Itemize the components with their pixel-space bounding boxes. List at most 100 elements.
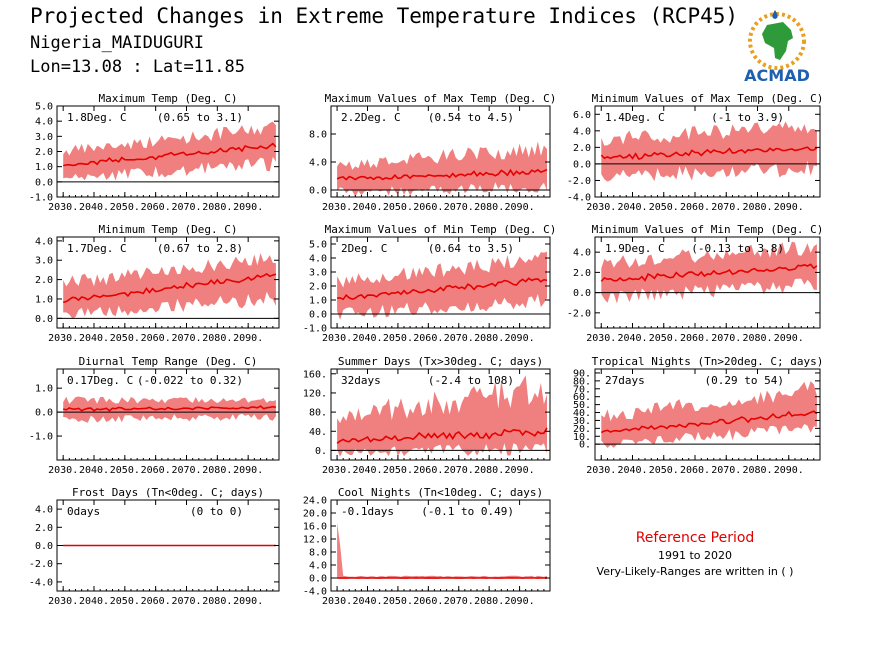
x-tick-label: 2090.	[233, 596, 263, 607]
range-band	[601, 241, 817, 304]
y-tick-label: 1.0	[35, 162, 53, 173]
reference-years: 1991 to 2020	[657, 549, 733, 562]
plot-area	[57, 253, 279, 319]
reference-title: Reference Period	[635, 530, 755, 546]
chart-panel: 2030. 2040. 2050. 2060. 2070. 2080. 2090. -2.0 0…	[567, 223, 823, 344]
y-tick-label: 4.0	[35, 236, 53, 247]
y-tick-label: 0.	[315, 446, 327, 457]
chart-title: Minimum Values of Min Temp (Deg. C)	[592, 223, 824, 236]
y-tick-label: -4.0	[303, 587, 327, 598]
plot-area	[331, 251, 550, 320]
x-tick-label: 2040.	[352, 465, 382, 476]
y-tick-label: 0.	[579, 440, 591, 451]
range-label: (-2.4 to 108)	[428, 374, 514, 387]
x-tick-label: 2040.	[617, 202, 647, 213]
range-label: (-0.13 to 3.8)	[691, 242, 784, 255]
x-tick-label: 2050.	[383, 202, 413, 213]
y-tick-label: 2.0	[309, 282, 327, 293]
x-tick-label: 2090.	[774, 202, 804, 213]
series-line-mean	[600, 410, 818, 434]
x-tick-label: 2060.	[141, 333, 171, 344]
x-tick-label: 2070.	[711, 333, 741, 344]
x-tick-label: 2030.	[322, 465, 352, 476]
y-tick-label: 50.	[573, 400, 591, 411]
range-band	[63, 396, 276, 423]
x-tick-label: 2070.	[171, 596, 201, 607]
x-tick-label: 2050.	[110, 202, 140, 213]
chart-panel: 2030. 2040. 2050. 2060. 2070. 2080. 2090. -4.0 -…	[567, 92, 823, 213]
range-band	[337, 522, 547, 578]
x-tick-label: 2050.	[110, 333, 140, 344]
x-tick-label: 2060.	[413, 596, 443, 607]
y-tick-label: 12.0	[303, 535, 327, 546]
y-tick-label: 4.0	[309, 254, 327, 265]
x-tick-label: 2060.	[680, 202, 710, 213]
y-tick-label: 20.	[573, 424, 591, 435]
chart-title: Maximum Values of Min Temp (Deg. C)	[325, 223, 557, 236]
mean-change-label: 1.4Deg. C	[605, 111, 665, 124]
x-tick-label: 2050.	[383, 333, 413, 344]
x-tick-label: 2090.	[233, 465, 263, 476]
y-tick-label: 2.0	[573, 268, 591, 279]
mean-change-label: 2.2Deg. C	[341, 111, 401, 124]
chart-title: Frost Days (Tn<0deg. C; days)	[72, 486, 264, 499]
x-tick-label: 2030.	[48, 202, 78, 213]
range-label: (0.54 to 4.5)	[428, 111, 514, 124]
mean-change-label: 32days	[341, 374, 381, 387]
y-tick-label: 0.0	[309, 574, 327, 585]
x-tick-label: 2090.	[505, 333, 535, 344]
x-tick-label: 2080.	[742, 465, 772, 476]
x-tick-label: 2040.	[617, 333, 647, 344]
mean-change-label: -0.1days	[341, 505, 394, 518]
x-tick-label: 2060.	[141, 465, 171, 476]
series-line-mean	[336, 427, 548, 444]
x-tick-label: 2030.	[322, 333, 352, 344]
x-tick-label: 2030.	[322, 596, 352, 607]
x-tick-label: 2080.	[474, 333, 504, 344]
y-tick-label: 160.	[303, 369, 327, 380]
x-tick-label: 2030.	[48, 465, 78, 476]
y-tick-label: 0.0	[35, 408, 53, 419]
plot-area	[595, 381, 820, 448]
mean-change-label: 1.7Deg. C	[67, 242, 127, 255]
x-tick-label: 2070.	[711, 465, 741, 476]
range-label: (0.64 to 3.5)	[428, 242, 514, 255]
y-tick-label: 4.0	[35, 505, 53, 516]
y-tick-label: 24.0	[303, 496, 327, 507]
y-tick-label: 4.0	[573, 248, 591, 259]
range-label: (0.67 to 2.8)	[157, 242, 243, 255]
y-tick-label: -2.0	[29, 559, 53, 570]
chart-title: Maximum Temp (Deg. C)	[98, 92, 237, 105]
range-band	[63, 121, 276, 181]
x-tick-label: 2090.	[505, 596, 535, 607]
x-tick-label: 2050.	[383, 596, 413, 607]
chart-title: Summer Days (Tx>30deg. C; days)	[338, 355, 543, 368]
y-tick-label: 1.0	[35, 294, 53, 305]
chart-panel: 2030. 2040. 2050. 2060. 2070. 2080. 2090. 0.0 1.…	[35, 223, 280, 344]
y-tick-label: -4.0	[567, 193, 591, 204]
x-tick-label: 2030.	[586, 202, 616, 213]
y-tick-label: 5.0	[309, 240, 327, 251]
chart-title: Minimum Values of Max Temp (Deg. C)	[592, 92, 824, 105]
range-band	[63, 253, 276, 319]
x-tick-label: 2070.	[171, 465, 201, 476]
y-tick-label: 20.0	[303, 509, 327, 520]
range-band	[337, 251, 547, 320]
y-tick-label: 4.0	[309, 158, 327, 169]
range-label: (-0.022 to 0.32)	[137, 374, 243, 387]
chart-panel: 2030. 2040. 2050. 2060. 2070. 2080. 2090. -4.0 -…	[29, 486, 280, 607]
x-tick-label: 2040.	[79, 596, 109, 607]
y-tick-label: 80.	[309, 408, 327, 419]
y-tick-label: -1.0	[29, 193, 53, 204]
x-tick-label: 2070.	[444, 333, 474, 344]
y-tick-label: 40.	[309, 427, 327, 438]
y-tick-label: 2.0	[35, 275, 53, 286]
x-tick-label: 2040.	[79, 333, 109, 344]
chart-panel: 2030. 2040. 2050. 2060. 2070. 2080. 2090. -4.0 0…	[303, 486, 551, 607]
y-tick-label: 2.0	[35, 523, 53, 534]
page-title: Projected Changes in Extreme Temperature…	[30, 4, 739, 28]
y-tick-label: 3.0	[35, 256, 53, 267]
y-tick-label: -2.0	[567, 176, 591, 187]
x-tick-label: 2040.	[352, 596, 382, 607]
